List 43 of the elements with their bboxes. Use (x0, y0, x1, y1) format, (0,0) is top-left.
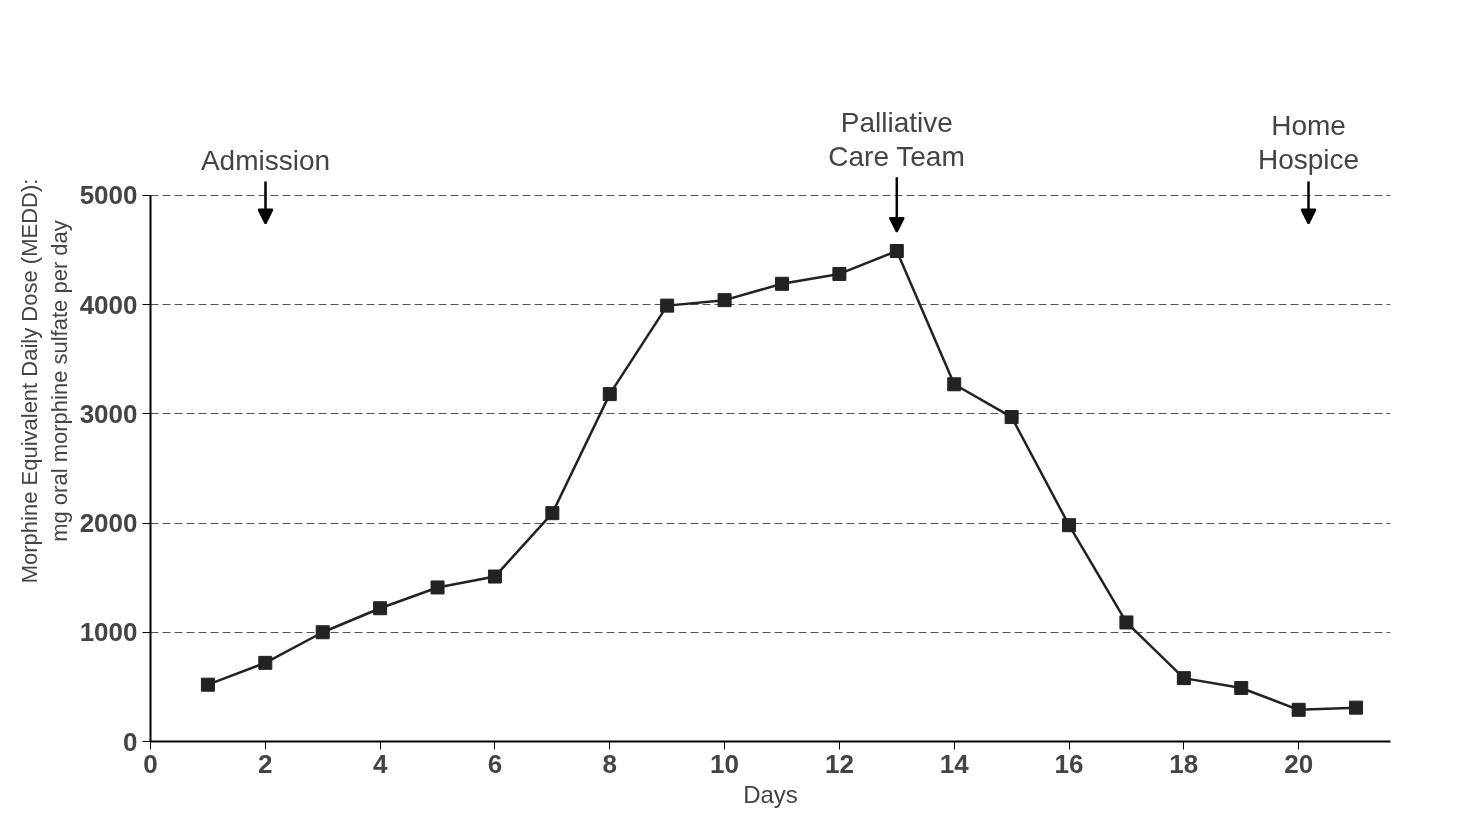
point (373, 601, 388, 616)
point (832, 266, 847, 281)
annotation: Palliative Care Team (828, 106, 965, 172)
x-tick-label: 8 (602, 748, 617, 779)
y-axis-title: Morphine Equivalent Daily Dose (MEDD): mg oral morphine sulfate per day (16, 178, 72, 584)
point (258, 655, 273, 670)
point (487, 569, 502, 584)
point (947, 377, 962, 392)
point (200, 677, 215, 692)
point (545, 506, 560, 521)
point (1119, 615, 1134, 630)
point (315, 625, 330, 640)
point (1234, 680, 1249, 695)
point (889, 244, 904, 258)
x-tick-label: 12 (824, 748, 854, 779)
point (1004, 410, 1019, 425)
point (660, 298, 675, 313)
point (1176, 671, 1191, 686)
x-tick-label: 14 (939, 748, 970, 779)
text: Home Hospice (1257, 110, 1360, 176)
x-tick-label: 2 (258, 748, 273, 779)
point (774, 276, 789, 291)
y-tick-label: 2000 (79, 508, 138, 539)
point (1062, 518, 1077, 533)
x-tick-label: 16 (1054, 748, 1084, 779)
point (430, 580, 445, 595)
point (1291, 702, 1306, 717)
x-tick-label: 10 (710, 748, 740, 779)
point (717, 293, 732, 308)
text: Admission (200, 144, 331, 176)
x-axis-title: Days (743, 780, 798, 808)
y-tick-label: 3000 (79, 398, 138, 429)
x-tick-label: 20 (1284, 748, 1314, 779)
x-tick-label: 6 (487, 748, 503, 779)
y-tick-label: 0 (123, 726, 138, 757)
y-tick-label: 4000 (79, 289, 138, 320)
y-tick-label: 1000 (79, 617, 138, 648)
y-tick-label: 5000 (79, 180, 138, 211)
point (1349, 700, 1364, 715)
x-tick-label: 18 (1169, 748, 1199, 779)
x-tick-label: 4 (372, 748, 388, 779)
x-tick-label: 0 (143, 748, 158, 779)
point (602, 387, 617, 402)
